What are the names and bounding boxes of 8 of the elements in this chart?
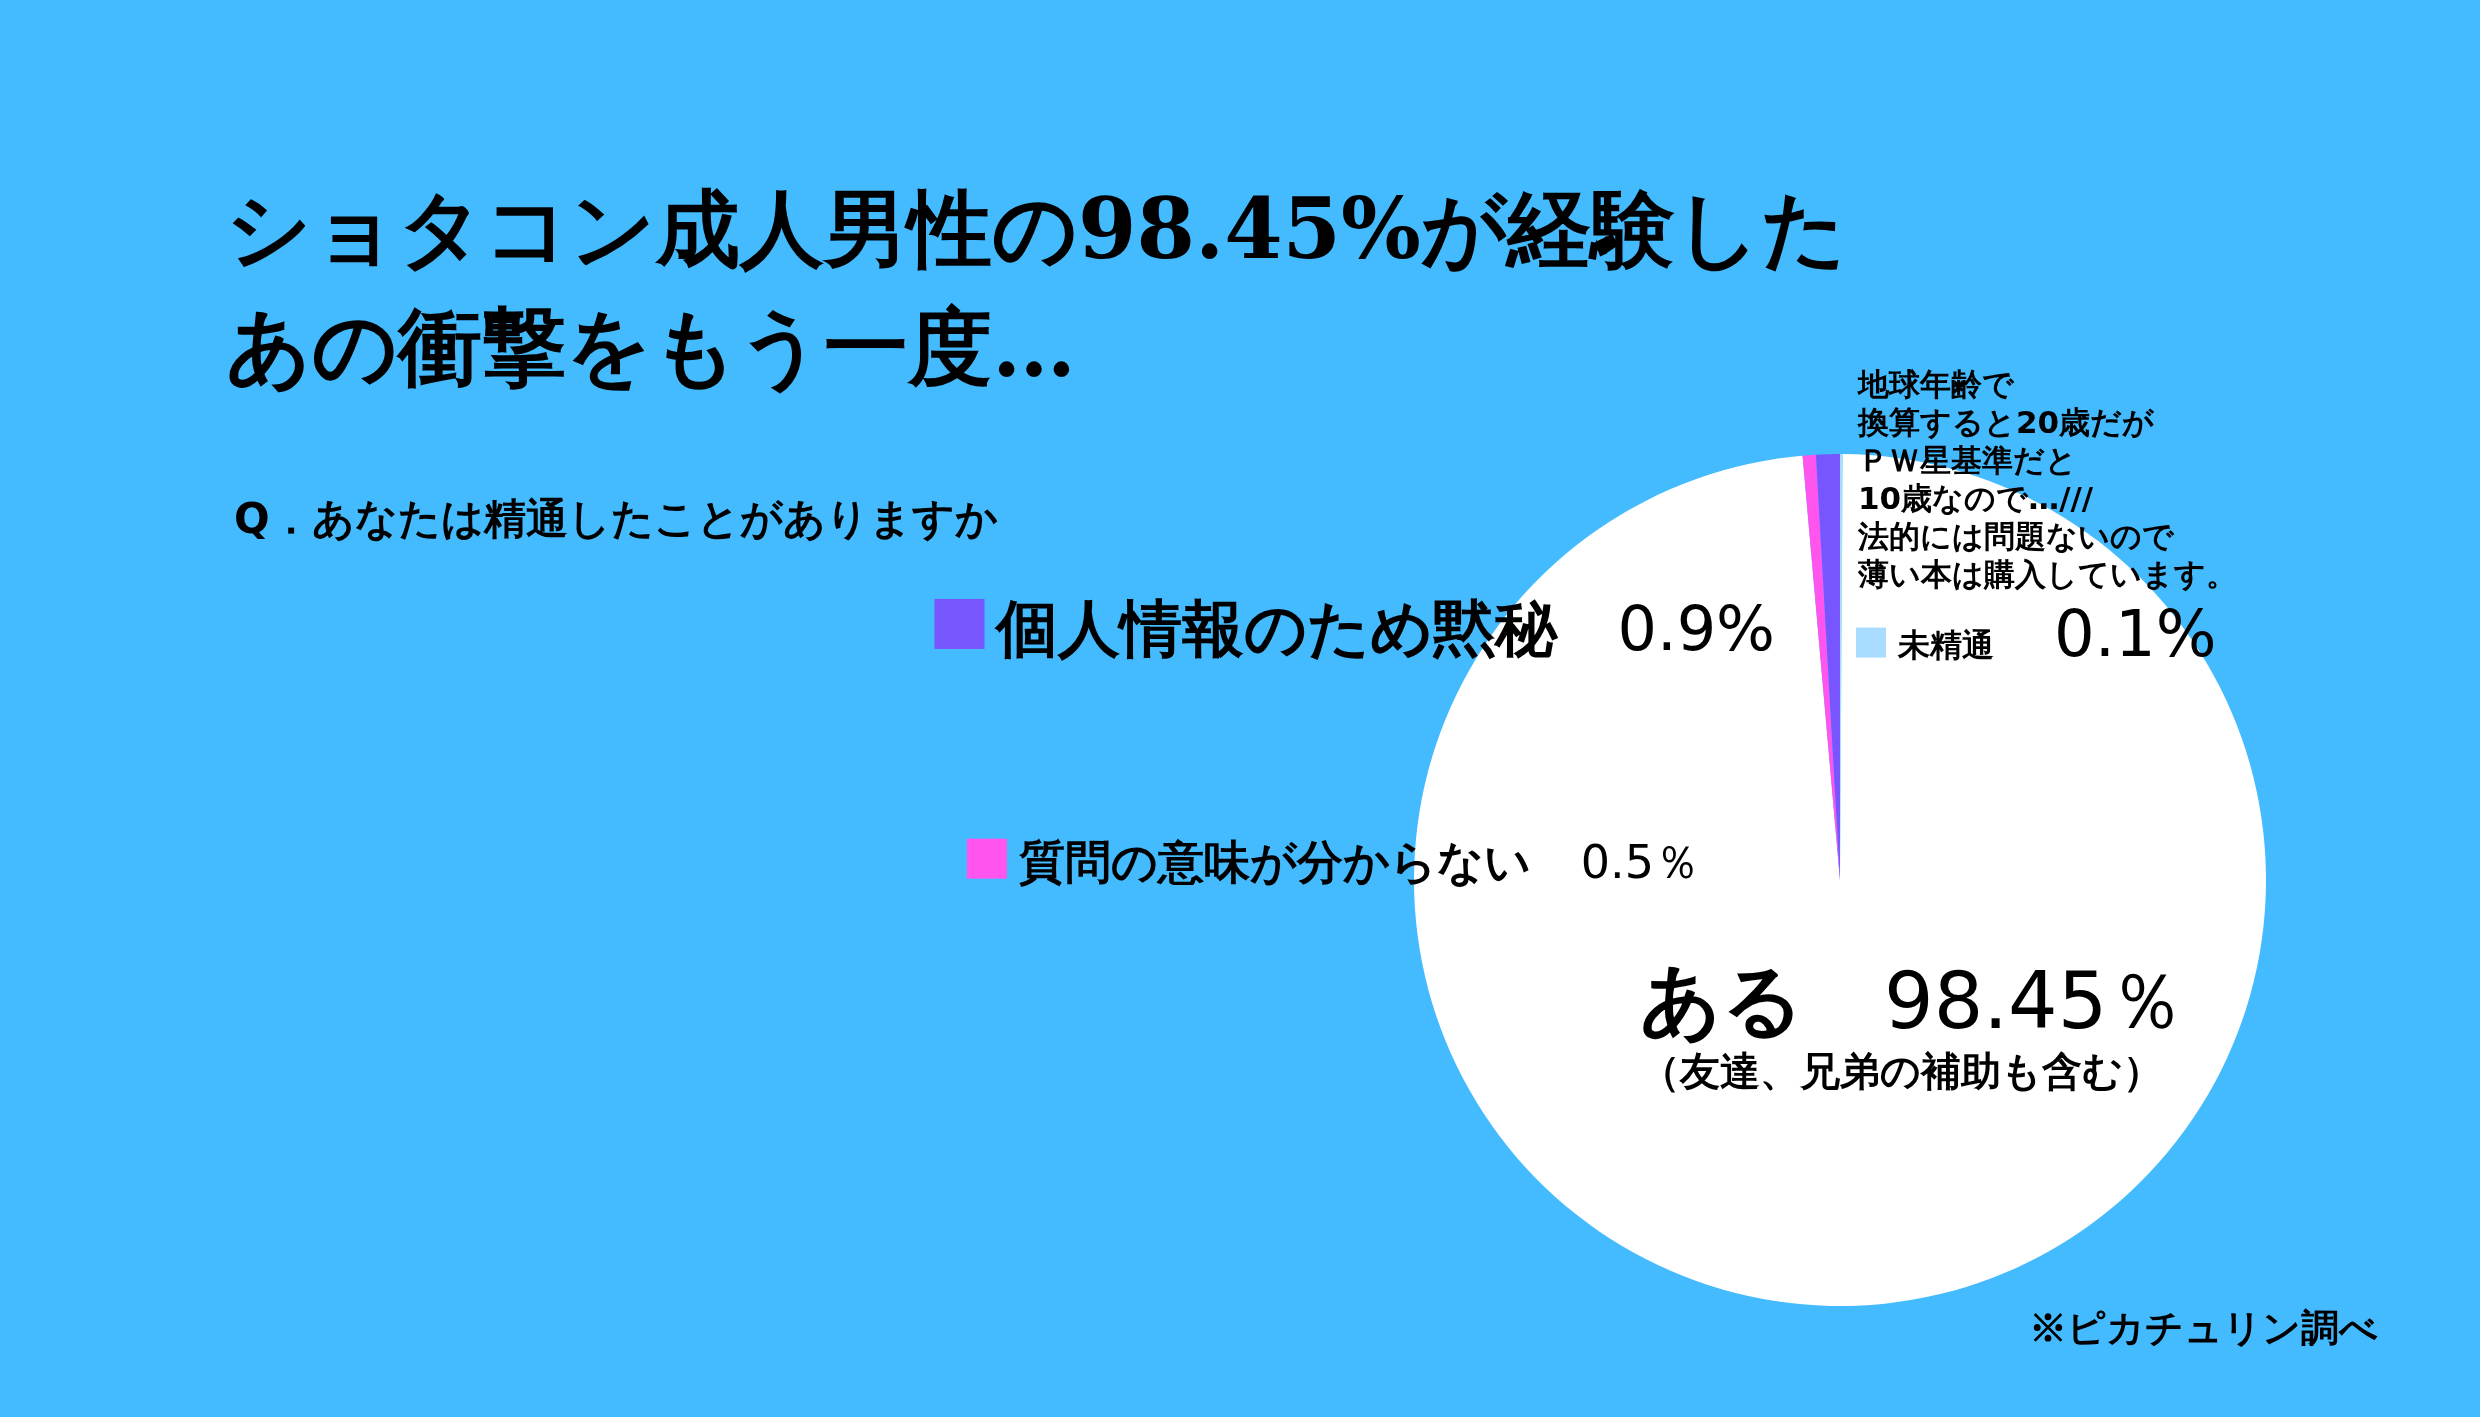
- chart-title: ショタコン成人男性の98.45%が経験したあの衝撃をもう一度…: [226, 179, 1847, 396]
- data-label: 0.5％: [1580, 835, 1700, 889]
- text: ※ピカチュリン調べ: [2029, 1305, 2378, 1350]
- data-label: 0.9%: [1617, 592, 1775, 665]
- legend-label: 個人情報のため黙秘: [994, 592, 1560, 665]
- legend-label: 未精通: [1897, 626, 1994, 664]
- text: （友達、兄弟の補助も含む）: [1640, 1048, 2163, 1094]
- text: Q．あなたは精通したことがありますか: [234, 494, 998, 543]
